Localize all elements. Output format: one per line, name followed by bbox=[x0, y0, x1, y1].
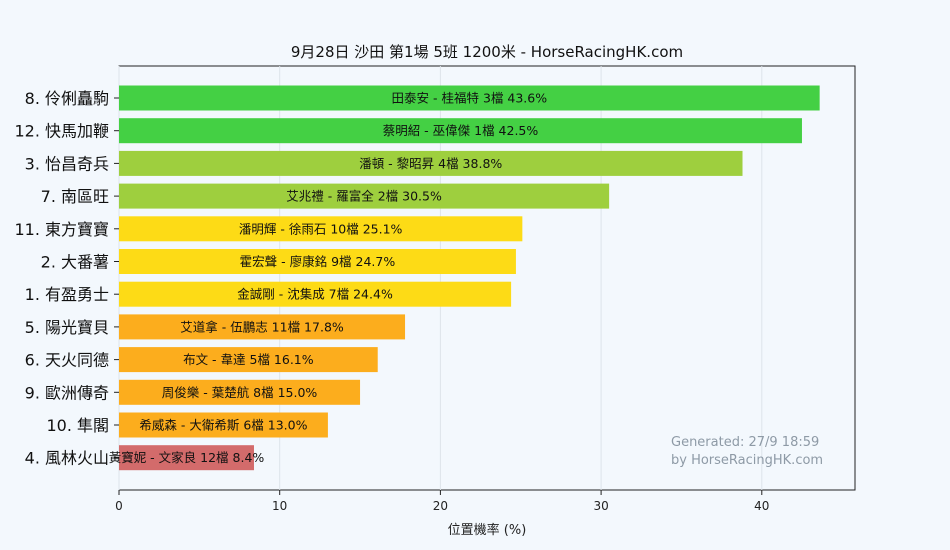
bar bbox=[119, 412, 328, 438]
bar-data-label: 希威森 - 大衛希斯 6檔 13.0% bbox=[139, 418, 307, 433]
y-tick-label: 12. 快馬加鞭 bbox=[14, 122, 109, 141]
bar bbox=[119, 379, 361, 405]
y-tick-label: 4. 風林火山 bbox=[25, 449, 109, 468]
bar-data-label: 蔡明紹 - 巫偉傑 1檔 42.5% bbox=[383, 123, 539, 138]
y-tick-label: 9. 歐洲傳奇 bbox=[25, 383, 109, 402]
x-tick-label: 30 bbox=[593, 499, 608, 513]
y-tick-label: 11. 東方寶寶 bbox=[14, 220, 109, 239]
bar-data-label: 潘明輝 - 徐雨石 10檔 25.1% bbox=[239, 221, 403, 236]
bar-data-label: 霍宏聲 - 廖康銘 9檔 24.7% bbox=[240, 254, 396, 269]
x-tick-label: 40 bbox=[754, 499, 769, 513]
y-tick-label: 3. 怡昌奇兵 bbox=[25, 154, 109, 173]
x-tick-label: 10 bbox=[272, 499, 287, 513]
x-tick-label: 0 bbox=[115, 499, 123, 513]
bar-data-label: 艾道拿 - 伍鵬志 11檔 17.8% bbox=[180, 319, 344, 334]
y-tick-label: 8. 伶俐矗駒 bbox=[25, 89, 109, 108]
x-axis-label: 位置機率 (%) bbox=[448, 522, 527, 538]
bar bbox=[119, 85, 820, 111]
bars-group bbox=[119, 85, 820, 471]
y-tick-label: 5. 陽光寶貝 bbox=[25, 318, 109, 337]
y-axis-labels: 8. 伶俐矗駒 12. 快馬加鞭 3. 怡昌奇兵 7. 南區旺 11. 東方寶寶 2. 大… bbox=[14, 89, 119, 468]
bar-data-label: 艾兆禮 - 羅富全 2檔 30.5% bbox=[286, 189, 442, 204]
bar-data-label: 布文 - 韋達 5檔 16.1% bbox=[183, 352, 314, 367]
y-tick-label: 7. 南區旺 bbox=[41, 187, 109, 206]
bar-data-label: 田泰安 - 桂福特 3檔 43.6% bbox=[392, 91, 548, 106]
x-axis-ticks: 0 10 20 30 40 bbox=[115, 490, 769, 513]
y-tick-label: 1. 有盈勇士 bbox=[25, 285, 109, 304]
x-tick-label: 20 bbox=[433, 499, 448, 513]
bar bbox=[119, 314, 406, 340]
bar-data-label: 周俊樂 - 葉楚航 8檔 15.0% bbox=[162, 385, 318, 400]
bar bbox=[119, 347, 378, 373]
y-tick-label: 10. 隼閣 bbox=[46, 416, 109, 435]
bar bbox=[119, 150, 743, 176]
y-tick-label: 2. 大番薯 bbox=[41, 253, 109, 272]
watermark-generated: Generated: 27/9 18:59 bbox=[671, 435, 819, 450]
watermark-site: by HorseRacingHK.com bbox=[671, 453, 823, 468]
bar-data-label: 黃寶妮 - 文家良 12檔 8.4% bbox=[109, 450, 265, 465]
bar bbox=[119, 216, 523, 242]
bar-labels-group: 田泰安 - 桂福特 3檔 43.6% 蔡明紹 - 巫偉傑 1檔 42.5% 潘頓 -… bbox=[109, 91, 548, 466]
bar bbox=[119, 281, 512, 307]
bar bbox=[119, 249, 516, 274]
y-tick-label: 6. 天火同德 bbox=[25, 351, 109, 370]
bar-data-label: 潘頓 - 黎昭昇 4檔 38.8% bbox=[359, 156, 502, 171]
bar bbox=[119, 183, 610, 209]
bar-data-label: 金誠剛 - 沈集成 7檔 24.4% bbox=[237, 287, 393, 302]
chart-title: 9月28日 沙田 第1場 5班 1200米 - HorseRacingHK.co… bbox=[291, 43, 683, 61]
bar bbox=[119, 445, 254, 471]
bar bbox=[119, 118, 802, 144]
